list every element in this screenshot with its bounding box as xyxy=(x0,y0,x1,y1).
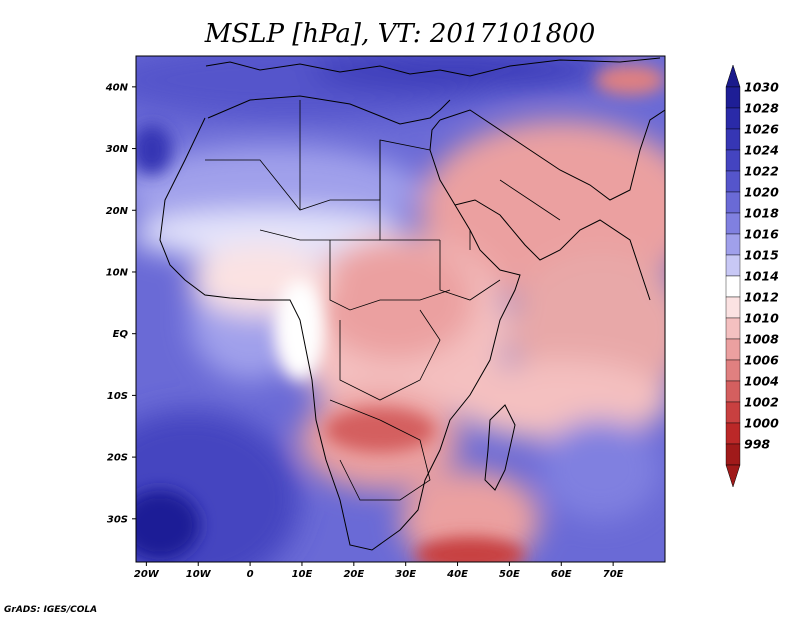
x-tick-label: 60E xyxy=(551,569,572,580)
pressure-field xyxy=(136,56,665,562)
colorbar-label: 1010 xyxy=(744,311,779,326)
grads-credit: GrADS: IGES/COLA xyxy=(4,605,97,615)
coastlines xyxy=(159,57,665,551)
colorbar-swatch xyxy=(725,191,741,214)
x-tick-label: 40E xyxy=(446,569,468,580)
y-tick-label: 40N xyxy=(105,82,129,93)
colorbar-label: 1024 xyxy=(744,143,779,158)
colorbar-swatch xyxy=(725,317,741,340)
x-tick-label: 20W xyxy=(134,569,160,580)
colorbar-swatch xyxy=(725,170,741,193)
x-tick-label: 20E xyxy=(343,569,364,580)
x-tick-label: 70E xyxy=(603,569,624,580)
colorbar-swatch xyxy=(725,338,741,361)
colorbar-top-arrow xyxy=(725,64,741,88)
y-tick-label: EQ xyxy=(113,329,129,340)
colorbar-label: 1014 xyxy=(744,269,779,284)
colorbar-label: 1004 xyxy=(744,374,779,389)
colorbar-swatch xyxy=(725,212,741,235)
colorbar-label: 1008 xyxy=(744,332,779,347)
y-tick-label: 20S xyxy=(107,453,128,464)
colorbar-swatch xyxy=(725,422,741,445)
colorbar-label: 1006 xyxy=(744,353,779,368)
colorbar-swatch xyxy=(725,86,741,109)
colorbar-swatch xyxy=(725,380,741,403)
country-borders xyxy=(205,100,561,501)
y-tick-label: 30S xyxy=(107,514,128,525)
y-tick-label: 10S xyxy=(107,391,128,402)
colorbar-label: 1012 xyxy=(744,290,779,305)
x-tick-label: 0 xyxy=(247,569,254,580)
x-tick-label: 10W xyxy=(186,569,212,580)
colorbar-label: 998 xyxy=(744,437,770,452)
y-tick-label: 30N xyxy=(106,144,129,155)
colorbar-swatch xyxy=(725,359,741,382)
colorbar-label: 1026 xyxy=(744,122,779,137)
colorbar-swatch xyxy=(725,128,741,151)
colorbar-label: 1016 xyxy=(744,227,779,242)
map-frame xyxy=(135,55,666,563)
map-title: MSLP [hPa], VT: 2017101800 xyxy=(204,19,595,49)
x-tick-label: 10E xyxy=(292,569,313,580)
colorbar-label: 1028 xyxy=(744,101,779,116)
colorbar: 1030 1028 1026 1024 1022 1020 1018 1016 1015 1014… xyxy=(725,64,779,488)
colorbar-label: 1015 xyxy=(744,248,779,263)
x-tick-label: 30E xyxy=(395,569,416,580)
colorbar-swatch xyxy=(725,275,741,298)
colorbar-label: 1020 xyxy=(744,185,779,200)
colorbar-swatch xyxy=(725,443,741,466)
colorbar-label: 1002 xyxy=(744,395,779,410)
y-axis-ticks: 40N 30N 20N 10N EQ 10S 20S 30S xyxy=(105,82,136,525)
colorbar-label: 1000 xyxy=(744,416,779,431)
colorbar-label: 1030 xyxy=(744,80,779,95)
colorbar-bottom-arrow xyxy=(725,464,741,488)
colorbar-swatch xyxy=(725,296,741,319)
colorbar-swatch xyxy=(725,233,741,256)
colorbar-label: 1018 xyxy=(744,206,779,221)
y-tick-label: 10N xyxy=(106,267,129,278)
colorbar-label: 1022 xyxy=(744,164,779,179)
x-tick-label: 50E xyxy=(499,569,520,580)
colorbar-swatch xyxy=(725,149,741,172)
x-axis-ticks: 20W 10W 0 10E 20E 30E 40E 50E 60E 70E xyxy=(134,562,624,580)
colorbar-swatch xyxy=(725,107,741,130)
colorbar-swatch xyxy=(725,401,741,424)
colorbar-swatch xyxy=(725,254,741,277)
y-tick-label: 20N xyxy=(106,206,129,217)
